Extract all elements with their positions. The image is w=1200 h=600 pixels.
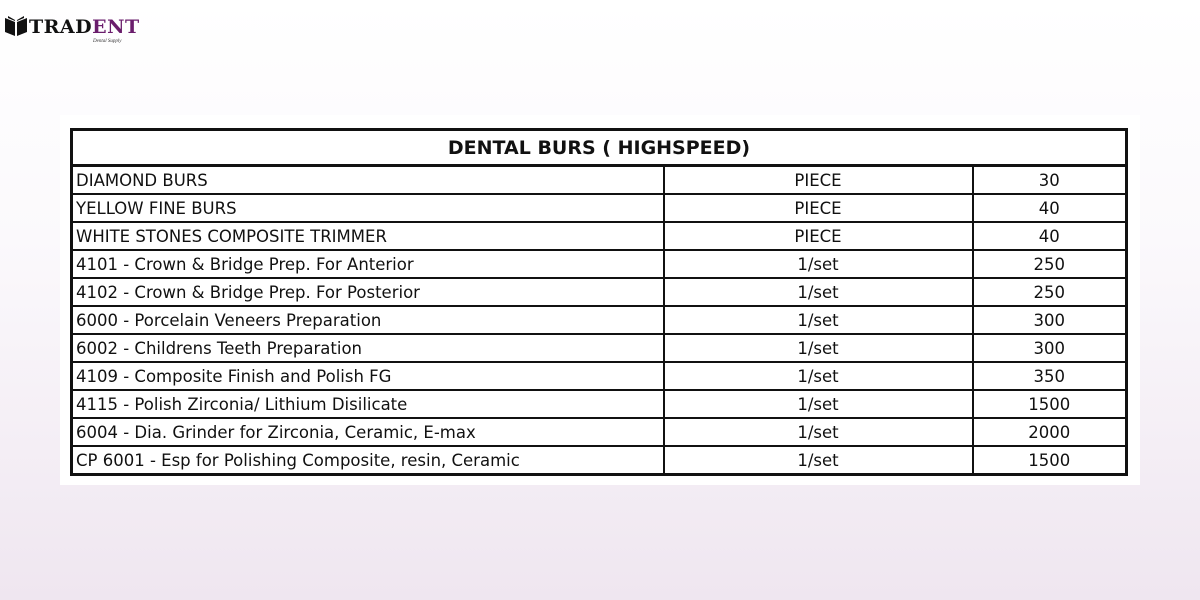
logo-wordmark: TRADENT	[29, 16, 140, 38]
item-name: 6000 - Porcelain Veneers Preparation	[70, 305, 665, 335]
item-name: 4101 - Crown & Bridge Prep. For Anterior	[70, 249, 665, 279]
price: 300	[971, 333, 1128, 363]
table-row: DIAMOND BURS PIECE 30	[70, 164, 1128, 195]
table-row: YELLOW FINE BURS PIECE 40	[70, 193, 1128, 223]
price: 250	[971, 249, 1128, 279]
table-title: DENTAL BURS ( HIGHSPEED)	[70, 128, 1128, 167]
price: 1500	[971, 389, 1128, 419]
price: 40	[971, 193, 1128, 223]
table-row: 4115 - Polish Zirconia/ Lithium Disilica…	[70, 389, 1128, 419]
item-name: DIAMOND BURS	[70, 164, 665, 195]
price: 350	[971, 361, 1128, 391]
price: 40	[971, 221, 1128, 251]
logo-text-dark: TRAD	[29, 16, 93, 38]
table-row: WHITE STONES COMPOSITE TRIMMER PIECE 40	[70, 221, 1128, 251]
unit: 1/set	[662, 249, 974, 279]
book-logo-icon	[5, 16, 27, 36]
unit: 1/set	[662, 389, 974, 419]
table-row: 4101 - Crown & Bridge Prep. For Anterior…	[70, 249, 1128, 279]
table-row: CP 6001 - Esp for Polishing Composite, r…	[70, 445, 1128, 476]
price: 2000	[971, 417, 1128, 447]
unit: 1/set	[662, 277, 974, 307]
unit: PIECE	[662, 193, 974, 223]
table-row: 6004 - Dia. Grinder for Zirconia, Cerami…	[70, 417, 1128, 447]
item-name: 4102 - Crown & Bridge Prep. For Posterio…	[70, 277, 665, 307]
item-name: 4115 - Polish Zirconia/ Lithium Disilica…	[70, 389, 665, 419]
unit: 1/set	[662, 305, 974, 335]
unit: 1/set	[662, 361, 974, 391]
table-row: 4109 - Composite Finish and Polish FG 1/s…	[70, 361, 1128, 391]
table-row: 6002 - Childrens Teeth Preparation 1/set 3…	[70, 333, 1128, 363]
price-table: DENTAL BURS ( HIGHSPEED) DIAMOND BURS PIE…	[70, 128, 1128, 476]
price: 300	[971, 305, 1128, 335]
tradent-logo: TRADENT Dental Supply	[5, 16, 140, 44]
table-row: 4102 - Crown & Bridge Prep. For Posterio…	[70, 277, 1128, 307]
item-name: 6004 - Dia. Grinder for Zirconia, Cerami…	[70, 417, 665, 447]
table-row: 6000 - Porcelain Veneers Preparation 1/se…	[70, 305, 1128, 335]
logo-text-accent: ENT	[92, 16, 140, 38]
item-name: CP 6001 - Esp for Polishing Composite, r…	[70, 445, 665, 476]
item-name: WHITE STONES COMPOSITE TRIMMER	[70, 221, 665, 251]
logo-tagline: Dental Supply	[93, 39, 122, 44]
unit: PIECE	[662, 221, 974, 251]
item-name: 6002 - Childrens Teeth Preparation	[70, 333, 665, 363]
price: 250	[971, 277, 1128, 307]
item-name: YELLOW FINE BURS	[70, 193, 665, 223]
price: 1500	[971, 445, 1128, 476]
unit: 1/set	[662, 333, 974, 363]
item-name: 4109 - Composite Finish and Polish FG	[70, 361, 665, 391]
price: 30	[971, 164, 1128, 195]
unit: 1/set	[662, 445, 974, 476]
unit: 1/set	[662, 417, 974, 447]
unit: PIECE	[662, 164, 974, 195]
